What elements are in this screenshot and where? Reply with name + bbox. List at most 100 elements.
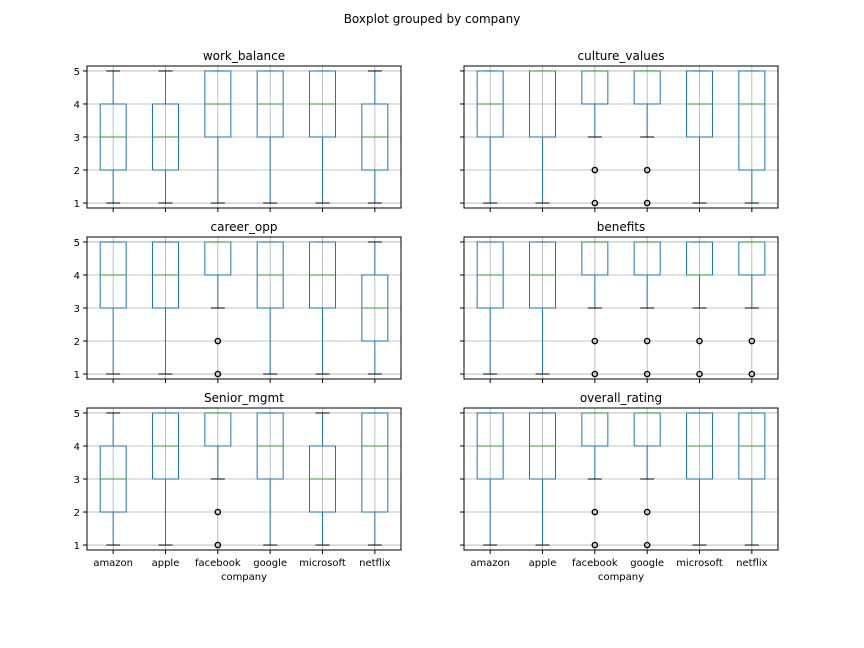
box-iqr (361, 412, 389, 513)
y-tick-label: 5 (74, 409, 80, 420)
outlier-point (591, 508, 599, 516)
figure-title: Boxplot grouped by company (344, 12, 521, 26)
outlier-point (748, 337, 756, 345)
box-google (256, 412, 284, 546)
subplot-career_opp: career_opp 1 2 3 4 5 (74, 220, 402, 383)
box-netflix (361, 241, 389, 375)
subplot-title: career_opp (211, 220, 278, 234)
outlier-point (748, 370, 756, 378)
subplot-title: overall_rating (580, 391, 662, 405)
x-tick-label: facebook (195, 558, 241, 569)
subplot-Senior_mgmt: Senior_mgmt 1 2 3 4 5 amazon apple facebook googl… (74, 391, 402, 583)
y-tick-label: 4 (74, 271, 80, 282)
x-tick-label: facebook (572, 558, 618, 569)
x-tick-label: amazon (93, 558, 133, 569)
box-apple (152, 241, 179, 375)
box-amazon (476, 412, 504, 546)
outlier-point (643, 199, 651, 207)
box-apple (529, 241, 556, 375)
box-netflix (361, 70, 389, 204)
subplot-grid: work_balance 1 2 3 4 5 culture_values career_op… (74, 49, 779, 583)
outlier-point (643, 337, 651, 345)
outlier-point (214, 370, 222, 378)
y-tick-label: 4 (74, 100, 80, 111)
box-facebook (581, 241, 609, 378)
x-tick-label: google (253, 558, 287, 569)
box-apple (152, 412, 179, 546)
box-google (633, 70, 661, 207)
box-netflix (738, 241, 766, 378)
box-facebook (204, 241, 232, 378)
box-netflix (361, 412, 389, 546)
box-amazon (476, 241, 504, 375)
box-facebook (581, 412, 609, 549)
box-apple (529, 70, 556, 204)
subplot-title: culture_values (578, 49, 665, 63)
subplot-work_balance: work_balance 1 2 3 4 5 (74, 49, 402, 212)
box-facebook (204, 412, 232, 549)
y-tick-label: 2 (74, 337, 80, 348)
y-tick-label: 1 (74, 199, 80, 210)
box-amazon (99, 70, 127, 204)
subplot-title: Senior_mgmt (204, 391, 284, 405)
outlier-point (591, 199, 599, 207)
subplot-culture_values: culture_values (460, 49, 779, 212)
x-tick-label: amazon (470, 558, 510, 569)
outlier-point (214, 508, 222, 516)
x-tick-label: microsoft (676, 558, 723, 569)
subplot-title: benefits (597, 220, 646, 234)
box-netflix (738, 70, 766, 204)
x-tick-label: microsoft (299, 558, 346, 569)
x-axis-label: company (221, 572, 267, 583)
y-tick-label: 3 (74, 133, 80, 144)
y-tick-label: 4 (74, 442, 80, 453)
y-tick-label: 3 (74, 475, 80, 486)
y-tick-label: 1 (74, 370, 80, 381)
outlier-point (591, 166, 599, 174)
box-apple (529, 412, 556, 546)
x-axis-label: company (598, 572, 644, 583)
y-tick-label: 1 (74, 541, 80, 552)
box-google (633, 412, 661, 549)
outlier-point (643, 541, 651, 549)
box-amazon (99, 241, 127, 375)
subplot-title: work_balance (203, 49, 285, 63)
box-google (256, 70, 284, 204)
outlier-point (591, 370, 599, 378)
box-microsoft (686, 70, 713, 204)
y-tick-label: 5 (74, 67, 80, 78)
outlier-point (696, 370, 703, 378)
x-tick-label: netflix (736, 558, 767, 569)
box-microsoft (686, 412, 713, 546)
subplot-benefits: benefits (460, 220, 779, 383)
box-netflix (738, 412, 766, 546)
y-tick-label: 2 (74, 508, 80, 519)
box-microsoft (686, 241, 713, 378)
box-facebook (581, 70, 609, 207)
box-google (256, 241, 284, 375)
y-tick-label: 3 (74, 304, 80, 315)
box-microsoft (309, 241, 336, 375)
box-apple (152, 70, 179, 204)
x-tick-label: apple (152, 558, 180, 569)
x-tick-label: apple (529, 558, 557, 569)
outlier-point (591, 541, 599, 549)
box-microsoft (309, 412, 336, 546)
x-tick-label: netflix (359, 558, 390, 569)
outlier-point (643, 370, 651, 378)
outlier-point (214, 541, 222, 549)
box-amazon (99, 412, 127, 546)
box-iqr (738, 70, 766, 171)
box-facebook (204, 70, 232, 204)
outlier-point (643, 166, 651, 174)
y-tick-label: 2 (74, 166, 80, 177)
box-microsoft (309, 70, 336, 204)
outlier-point (591, 337, 599, 345)
x-tick-label: google (630, 558, 664, 569)
box-google (633, 241, 661, 378)
outlier-point (643, 508, 651, 516)
y-tick-label: 5 (74, 238, 80, 249)
